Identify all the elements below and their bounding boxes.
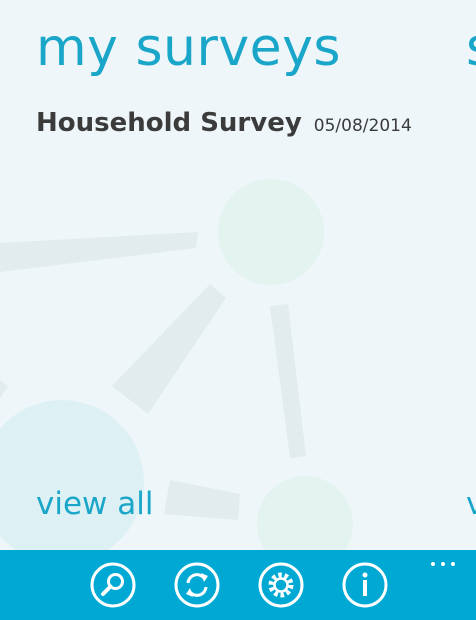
page-title[interactable]: my surveys (36, 18, 342, 78)
next-view-all-peek[interactable]: v (466, 486, 476, 522)
search-icon (90, 562, 136, 608)
more-options-button[interactable] (428, 552, 460, 576)
info-icon (342, 562, 388, 608)
info-button[interactable] (342, 562, 388, 608)
app-bar (0, 550, 476, 620)
survey-date: 05/08/2014 (313, 116, 412, 136)
next-pivot-title-peek[interactable]: s (466, 16, 476, 80)
ellipsis-icon (431, 562, 455, 566)
search-button[interactable] (90, 562, 136, 608)
survey-list-item[interactable]: Household Survey 05/08/2014 (36, 108, 412, 138)
view-all-link[interactable]: view all (36, 486, 154, 522)
survey-name: Household Survey (36, 108, 302, 138)
network-background-art (0, 179, 353, 550)
sync-button[interactable] (174, 562, 220, 608)
settings-icon (258, 562, 304, 608)
settings-button[interactable] (258, 562, 304, 608)
sync-icon (174, 562, 220, 608)
